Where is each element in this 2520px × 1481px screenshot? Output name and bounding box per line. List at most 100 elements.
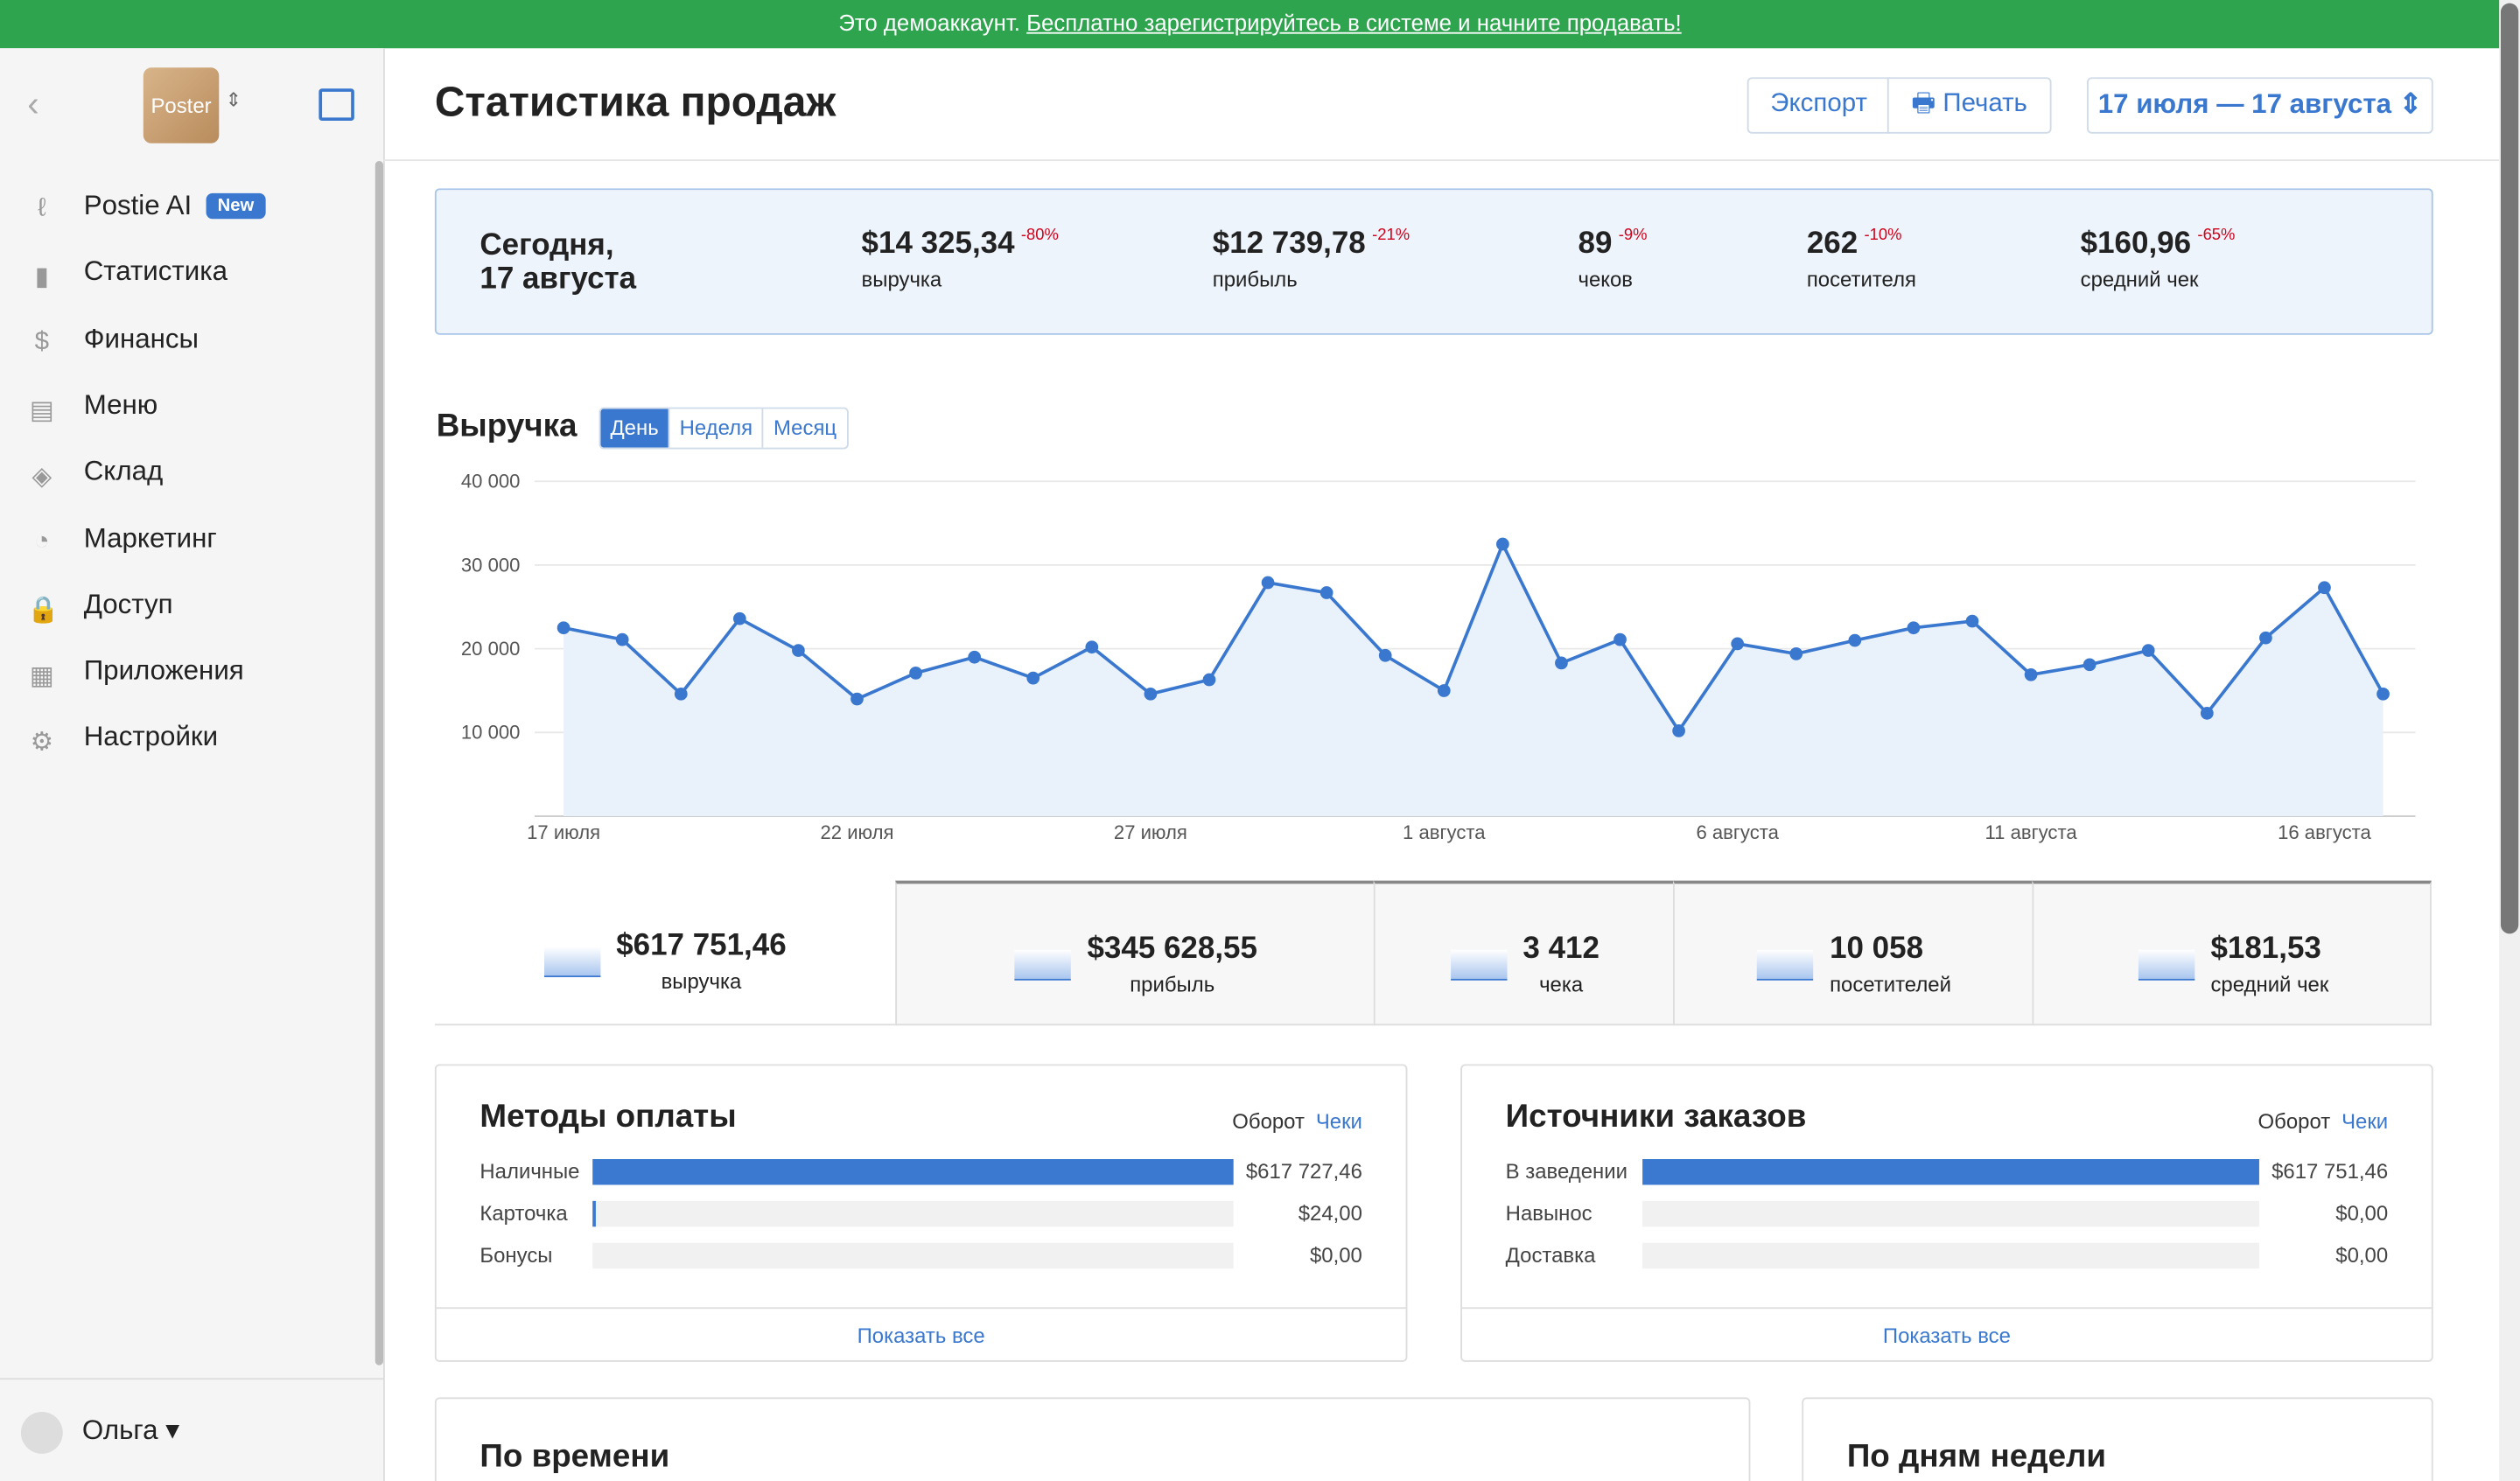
- bar-value: $617 751,46: [2272, 1159, 2389, 1184]
- total-text: 10 058 посетителей: [1830, 933, 1951, 997]
- point: [1907, 621, 1921, 635]
- menu-label: Доступ: [83, 589, 173, 620]
- menu-icon: ⚙: [30, 730, 54, 758]
- payment-methods-card: Методы оплаты Оборот Чеки Наличные $617 727,…: [434, 1064, 1408, 1362]
- point: [2376, 687, 2390, 701]
- menu-item[interactable]: Меню: [84, 389, 158, 422]
- point: [2141, 644, 2155, 657]
- banner-link[interactable]: Бесплатно зарегистрируйтесь в системе и …: [1026, 10, 1682, 36]
- user-name[interactable]: Ольга ▾: [81, 1415, 179, 1446]
- export-button[interactable]: Экспорт: [1746, 77, 1891, 134]
- total-label: прибыль: [1130, 972, 1215, 997]
- order-sources-card: Источники заказов Оборот Чеки В заведении $6…: [1460, 1064, 2433, 1362]
- card-toggle: Оборот Чеки: [2258, 1109, 2389, 1134]
- total-content: 10 058 посетителей: [1675, 933, 2034, 997]
- total-cell[interactable]: 3 412 чека: [1373, 880, 1674, 1026]
- total-value: 10 058: [1830, 932, 1924, 967]
- point: [1378, 648, 1392, 662]
- menu-item[interactable]: Postie AI New: [84, 190, 266, 222]
- point: [850, 692, 864, 706]
- menu-item[interactable]: Доступ: [84, 589, 173, 621]
- stat-number: $160,96: [2080, 227, 2192, 262]
- total-text: $345 628,55 прибыль: [1087, 933, 1256, 997]
- today-title: Сегодня, 17 августа: [480, 228, 636, 296]
- date-range[interactable]: 17 июля — 17 августа ⇕: [2087, 77, 2433, 134]
- today-stat: 89 -9% чеков: [1578, 227, 1647, 291]
- sidebar: ‹ Poster ⇕ ℓ Postie AI New ▮ Статистика $ Фина…: [0, 48, 385, 1481]
- x-tick-label: 11 августа: [1985, 821, 2078, 843]
- totals-row: $617 751,46 выручка $345 628,55 прибыль 3 41…: [434, 880, 2432, 1026]
- point: [968, 650, 982, 664]
- print-label: Печать: [1942, 90, 2027, 118]
- scrollbar-thumb[interactable]: [2500, 3, 2519, 934]
- bar: [1642, 1159, 2259, 1185]
- bar-track: [1642, 1159, 2259, 1185]
- tab[interactable]: День: [600, 409, 668, 448]
- back-button[interactable]: ‹: [27, 83, 39, 124]
- avatar[interactable]: [20, 1411, 63, 1454]
- tab[interactable]: Неделя: [668, 409, 762, 448]
- toggle-option[interactable]: Чеки: [1315, 1108, 1362, 1134]
- bar-value: $617 727,46: [1245, 1159, 1362, 1184]
- store-icon[interactable]: [318, 88, 354, 122]
- total-cell[interactable]: $181,53 средний чек: [2032, 880, 2432, 1026]
- banner-text: Это демоаккаунт.: [838, 10, 1020, 36]
- point: [1320, 586, 1334, 599]
- point: [615, 632, 629, 646]
- bar-label: Карточка: [480, 1200, 568, 1226]
- show-all[interactable]: Показать все: [1882, 1323, 2011, 1348]
- total-label: посетителей: [1830, 972, 1951, 997]
- menu-item[interactable]: Склад: [84, 456, 164, 488]
- point: [2082, 658, 2096, 672]
- menu-label: Статистика: [83, 256, 228, 288]
- total-cell[interactable]: 10 058 посетителей: [1673, 880, 2034, 1026]
- y-tick-label: 40 000: [461, 471, 521, 493]
- card-title: Источники заказов: [1505, 1099, 1807, 1135]
- date-range-label: 17 июля — 17 августа: [2097, 88, 2392, 120]
- menu-label: Меню: [83, 389, 158, 421]
- show-all[interactable]: Показать все: [857, 1323, 985, 1348]
- stat-label: прибыль: [1212, 267, 1298, 292]
- menu-icon: ▦: [29, 663, 54, 691]
- menu-item[interactable]: Статистика: [84, 256, 228, 289]
- point: [1848, 633, 1862, 647]
- today-stat: $160,96 -65% средний чек: [2081, 227, 2236, 291]
- y-tick-label: 10 000: [461, 722, 521, 744]
- x-tick-label: 1 августа: [1403, 821, 1486, 843]
- menu-icon: ℓ: [38, 194, 46, 222]
- print-button[interactable]: 🖶 Печать: [1886, 77, 2052, 134]
- divider: [0, 1378, 383, 1380]
- stat-value: 89 -9%: [1578, 227, 1647, 262]
- sidebar-scrollbar: [374, 161, 383, 1366]
- bar-value: $0,00: [2335, 1200, 2389, 1226]
- total-cell[interactable]: $345 628,55 прибыль: [895, 880, 1374, 1026]
- menu-item[interactable]: Маркетинг: [84, 522, 217, 555]
- menu-item[interactable]: Настройки: [84, 722, 218, 754]
- logo-switch[interactable]: ⇕: [225, 88, 242, 111]
- stat-value: $14 325,34 -80%: [862, 227, 1059, 262]
- menu-item[interactable]: Финансы: [84, 323, 199, 355]
- area: [564, 544, 2384, 817]
- menu-label: Финансы: [83, 323, 200, 354]
- stat-label: посетителя: [1806, 267, 1916, 292]
- stat-value: 262 -10%: [1807, 227, 1916, 262]
- stat-change: -21%: [1372, 227, 1410, 245]
- today-panel: Сегодня, 17 августа $14 325,34 -80% выручка…: [434, 188, 2433, 335]
- point: [1202, 673, 1216, 687]
- logo[interactable]: Poster: [143, 67, 220, 143]
- point: [674, 687, 688, 701]
- bar-value: $24,00: [1298, 1200, 1362, 1226]
- page-title: Статистика продаж: [434, 77, 836, 126]
- tab[interactable]: Месяц: [762, 409, 846, 448]
- sparkline-icon: [2138, 948, 2195, 980]
- sparkline-icon: [1450, 948, 1508, 980]
- stat-change: -65%: [2197, 227, 2236, 245]
- point: [1261, 576, 1275, 590]
- menu-item[interactable]: Приложения: [84, 655, 244, 688]
- total-cell[interactable]: $617 751,46 выручка: [434, 881, 896, 1026]
- sparkline-icon: [543, 946, 600, 977]
- point: [1085, 640, 1099, 654]
- toggle-option[interactable]: Чеки: [2342, 1108, 2389, 1134]
- total-value: $181,53: [2210, 932, 2321, 967]
